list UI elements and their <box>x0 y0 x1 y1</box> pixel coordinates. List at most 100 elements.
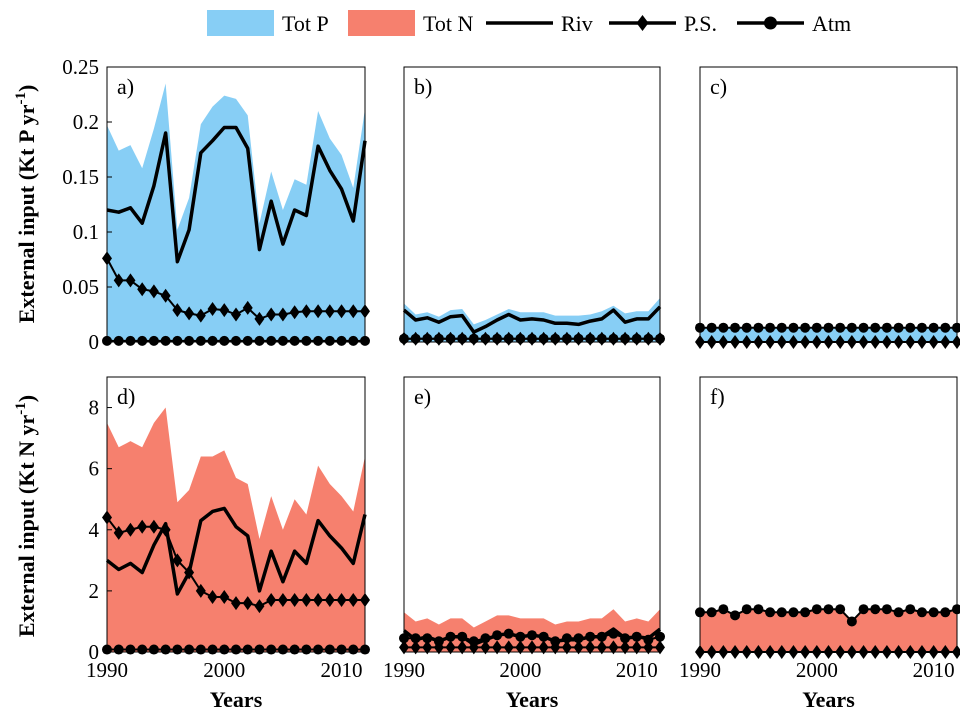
point-atm-a <box>219 335 230 346</box>
point-atm-a <box>231 335 241 346</box>
point-atm-e <box>608 628 619 639</box>
point-ps-d <box>348 593 359 608</box>
point-atm-e <box>596 631 607 642</box>
point-ps-d <box>313 593 324 608</box>
point-atm-a <box>207 335 218 346</box>
x-axis-title-e: Years <box>506 687 559 712</box>
area-tot-p-a <box>107 83 365 342</box>
x-axis-title-d: Years <box>210 687 263 712</box>
point-atm-b <box>631 333 642 344</box>
point-atm-d <box>301 644 312 655</box>
point-ps-e <box>608 640 619 655</box>
panel-c: c) <box>695 66 960 349</box>
point-atm-a <box>195 335 206 346</box>
panel-e: 1990 2000 2010 Years e) <box>383 376 665 712</box>
point-ps-a <box>195 308 206 323</box>
point-atm-b <box>515 333 526 344</box>
point-ps-a <box>148 284 159 299</box>
panel-label-e: e) <box>414 384 431 409</box>
legend-label-tot-n: Tot N <box>423 11 474 36</box>
point-atm-f <box>788 607 799 618</box>
point-atm-f <box>858 604 869 615</box>
point-atm-f <box>753 604 764 615</box>
point-atm-c <box>940 322 951 333</box>
line-riv-a <box>106 125 367 264</box>
point-atm-b <box>620 333 631 344</box>
point-atm-c <box>811 322 822 333</box>
plot-area-d <box>102 407 370 655</box>
point-atm-b <box>573 333 584 344</box>
point-atm-c <box>753 322 764 333</box>
point-atm-c <box>718 322 729 333</box>
point-atm-d <box>254 644 265 655</box>
point-ps-a <box>242 300 253 315</box>
point-atm-a <box>125 335 136 346</box>
point-ps-e <box>573 640 584 655</box>
x-tick-label-d: 2000 <box>203 658 245 682</box>
point-atm-a <box>301 335 312 346</box>
point-ps-e <box>527 640 537 655</box>
point-atm-e <box>561 633 572 644</box>
point-ps-a <box>324 304 335 319</box>
point-ps-d <box>160 522 171 537</box>
point-atm-b <box>608 333 619 344</box>
y-tick-label-a: 0.25 <box>62 55 99 79</box>
legend-label-p-s: P.S. <box>684 11 717 36</box>
y-axis-title-top: External input (Kt P yr-1) <box>13 85 39 324</box>
point-atm-a <box>289 335 300 346</box>
point-atm-e <box>492 630 503 641</box>
point-atm-f <box>741 604 752 615</box>
panel-label-c: c) <box>710 74 727 99</box>
point-ps-d <box>242 596 253 611</box>
point-atm-c <box>730 322 741 333</box>
point-atm-e <box>585 631 596 642</box>
point-ps-a <box>172 303 183 318</box>
point-ps-d <box>289 593 300 608</box>
point-atm-d <box>277 644 288 655</box>
point-atm-e <box>468 636 479 647</box>
point-atm-e <box>422 633 433 644</box>
point-atm-e <box>550 636 561 647</box>
area-tot-p-c <box>700 327 957 342</box>
point-atm-a <box>348 335 359 346</box>
point-ps-d <box>207 590 218 604</box>
point-atm-e <box>457 631 468 642</box>
point-ps-a <box>266 307 277 322</box>
point-ps-a <box>336 304 347 319</box>
point-atm-f <box>952 604 960 615</box>
point-ps-a <box>348 304 359 319</box>
point-ps-d <box>137 519 148 534</box>
panels: 0 0.05 0.1 0.15 0.2 0.25 a) b) c) 0 2 4 6 8 1990 2000 20… <box>62 55 960 712</box>
point-ps-a <box>184 306 195 321</box>
point-atm-f <box>905 604 916 615</box>
point-atm-c <box>905 322 916 333</box>
area-tot-n-f <box>700 609 957 652</box>
panel-label-a: a) <box>117 74 134 99</box>
point-ps-a <box>113 273 124 288</box>
point-ps-e <box>538 640 549 655</box>
legend-label-riv: Riv <box>561 11 593 36</box>
point-atm-b <box>410 333 421 344</box>
point-atm-f <box>893 607 904 618</box>
point-ps-e <box>585 640 596 655</box>
y-tick-label-a: 0.1 <box>73 220 99 244</box>
y-tick-label-d: 6 <box>89 457 100 481</box>
point-atm-d <box>148 644 159 655</box>
point-atm-c <box>741 322 752 333</box>
point-atm-f <box>800 607 811 618</box>
axes-box-c <box>699 66 958 343</box>
x-tick-label-f: 2010 <box>913 658 955 682</box>
plot-area-c <box>695 322 960 349</box>
point-atm-b <box>503 333 514 344</box>
point-ps-d <box>195 583 206 598</box>
point-ps-e <box>457 640 468 655</box>
point-atm-b <box>596 333 607 344</box>
panel-label-b: b) <box>414 74 432 99</box>
panel-label-d: d) <box>117 384 135 409</box>
point-atm-b <box>480 333 491 344</box>
point-atm-a <box>242 335 253 346</box>
point-ps-e <box>410 640 421 655</box>
point-atm-b <box>561 333 572 344</box>
y-tick-label-d: 2 <box>89 579 100 603</box>
point-atm-a <box>137 335 148 346</box>
